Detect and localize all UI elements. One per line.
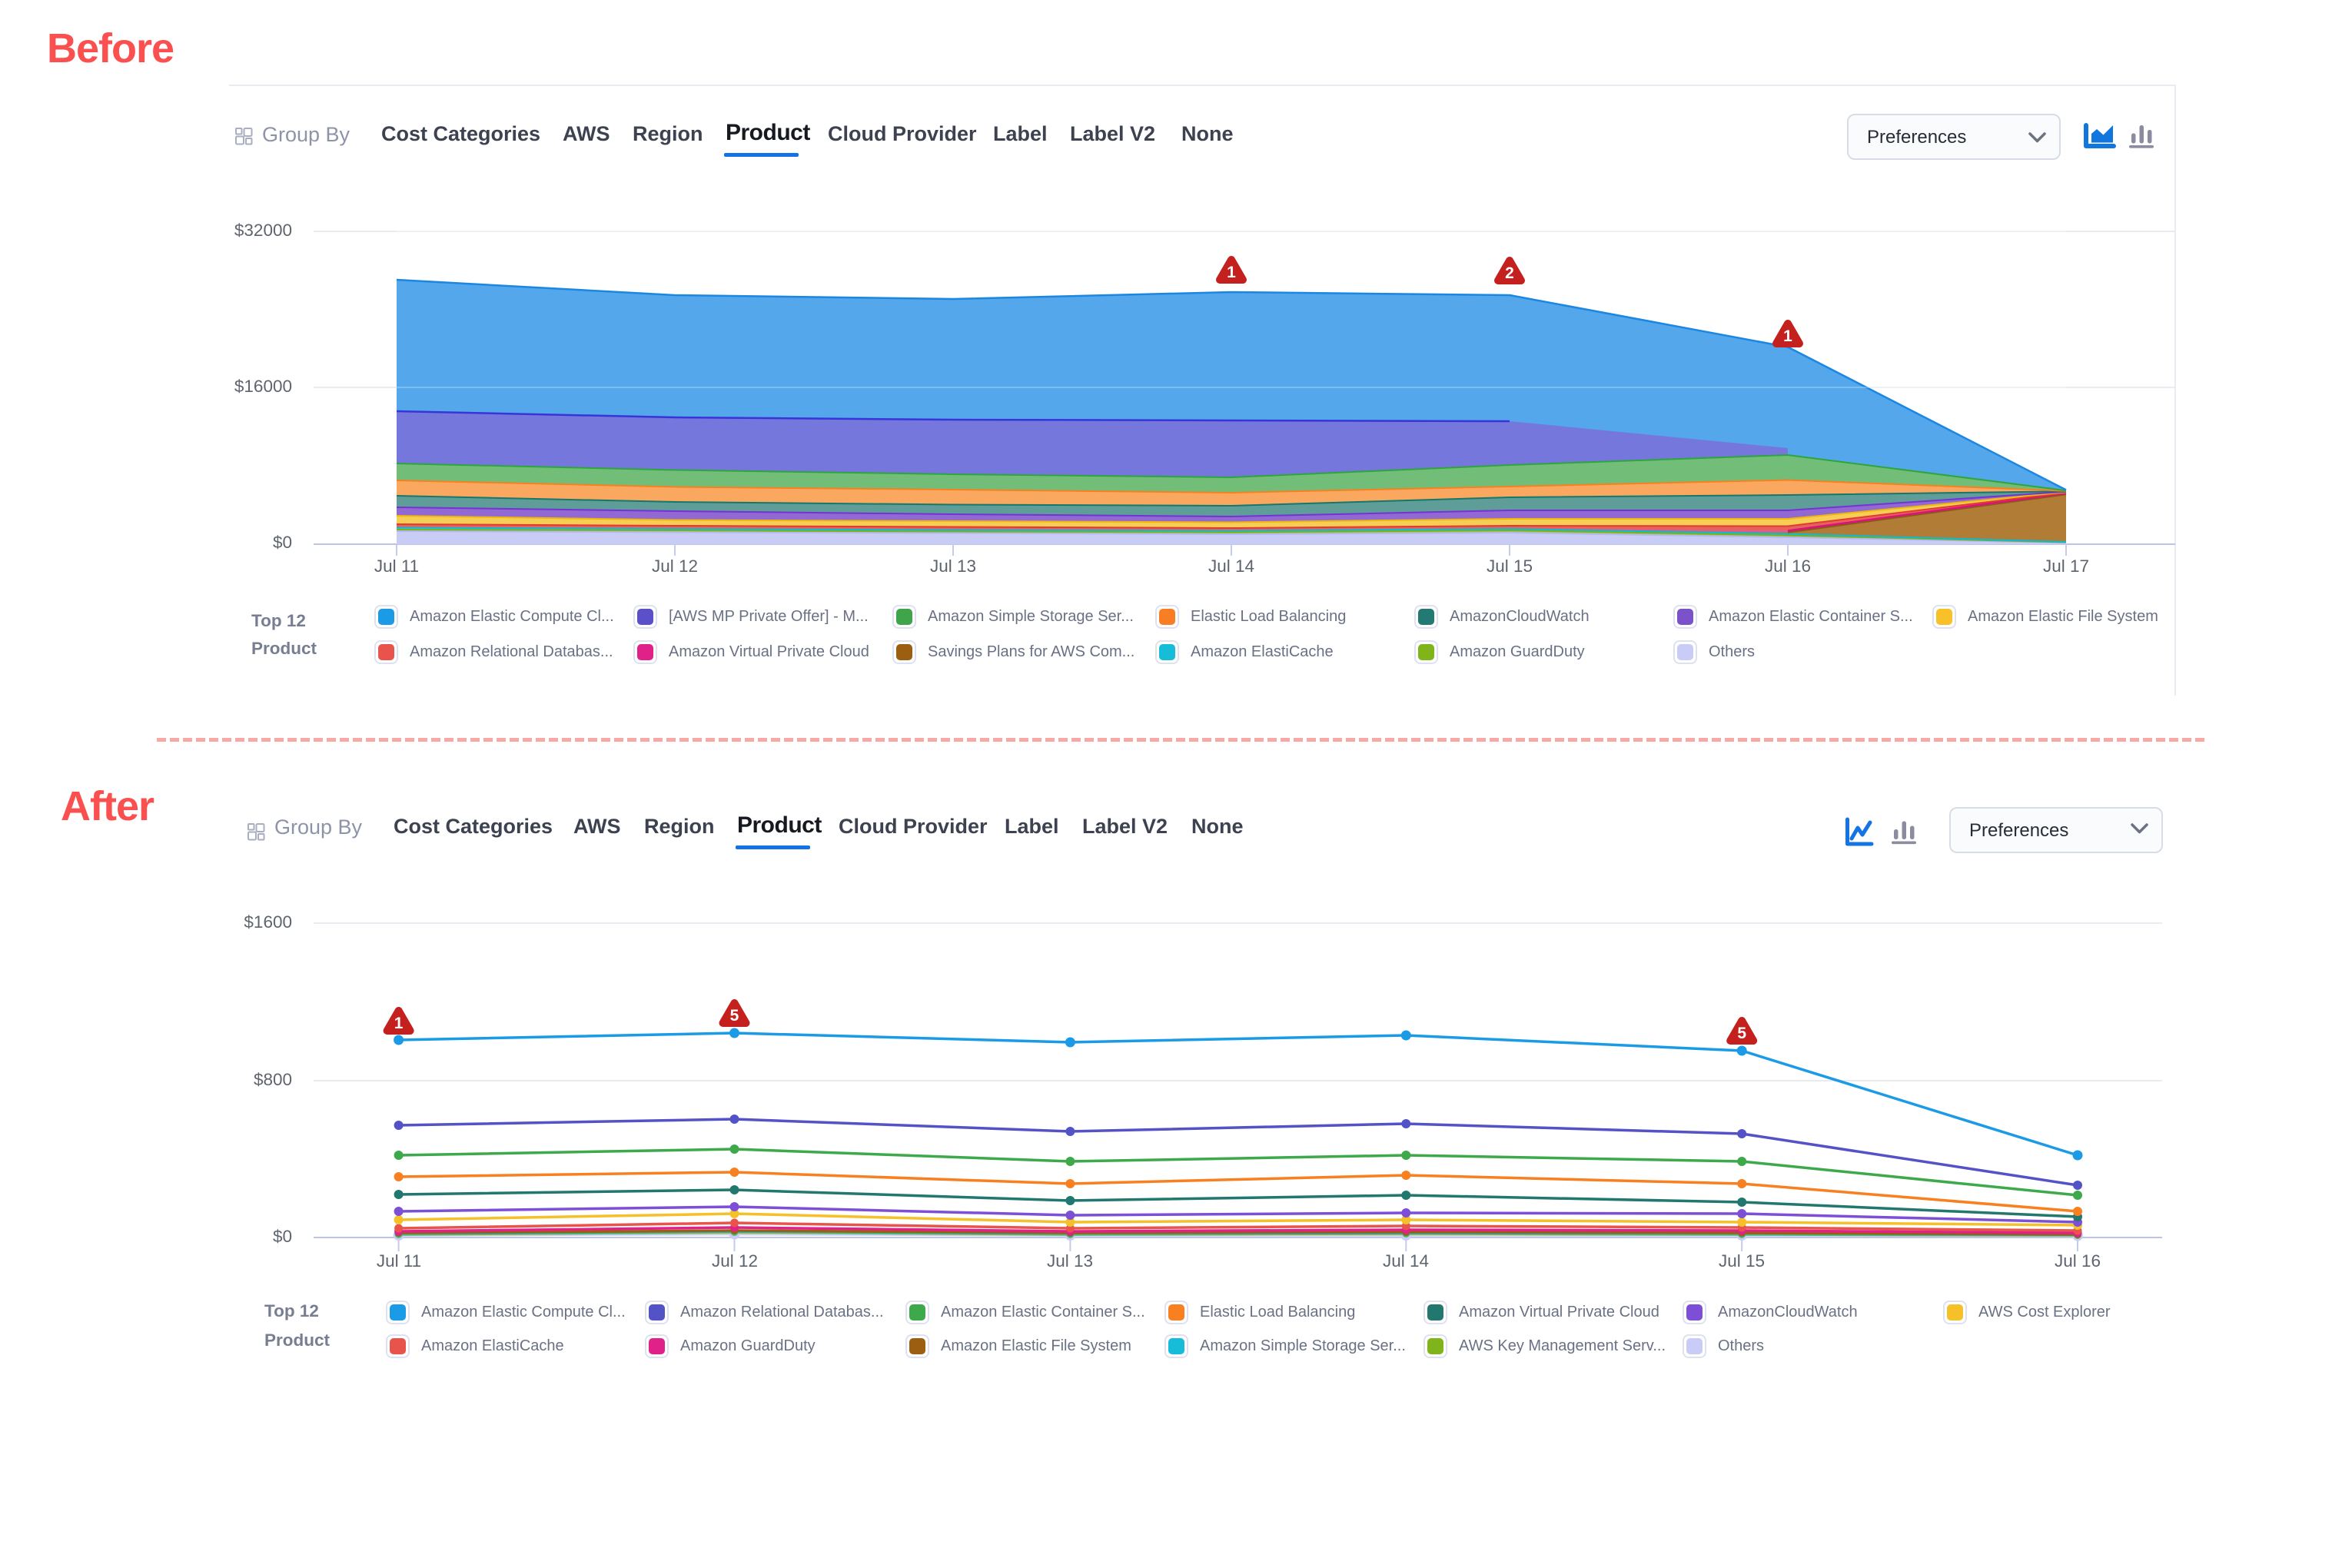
svg-text:1: 1 — [1227, 264, 1236, 281]
svg-text:1: 1 — [394, 1015, 404, 1032]
svg-text:1: 1 — [1783, 327, 1792, 345]
svg-text:2: 2 — [1505, 264, 1514, 282]
svg-text:5: 5 — [1737, 1025, 1746, 1042]
svg-text:5: 5 — [730, 1007, 739, 1025]
